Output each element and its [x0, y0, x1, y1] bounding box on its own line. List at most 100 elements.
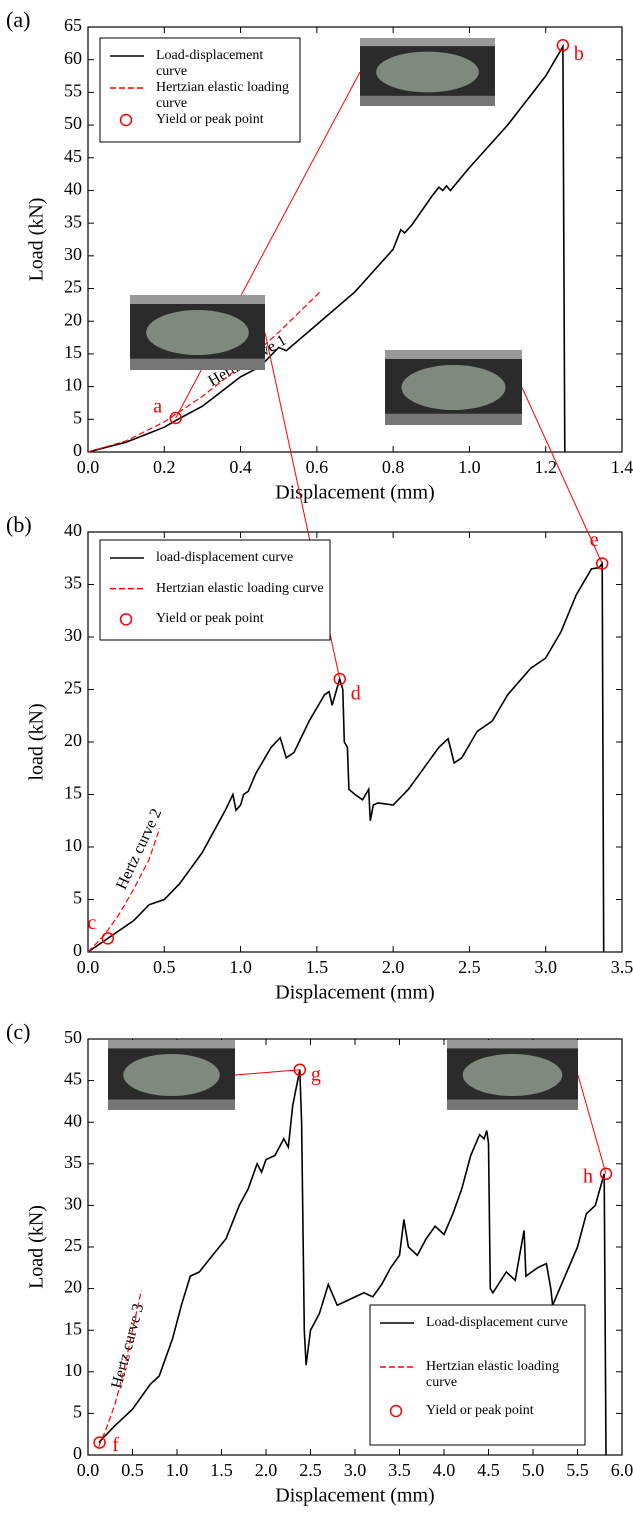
y-tick-label: 25	[64, 1235, 82, 1255]
photo-plate	[447, 1099, 578, 1110]
legend-item: load-displacement curve	[156, 550, 294, 565]
y-tick-label: 45	[64, 146, 82, 166]
hertz-curve	[98, 1290, 142, 1447]
x-tick-label: 1.0	[458, 457, 481, 477]
y-tick-label: 65	[64, 15, 82, 35]
y-tick-label: 40	[64, 179, 82, 199]
x-tick-label: 1.0	[229, 957, 252, 977]
x-axis-title: Displacement (mm)	[275, 1485, 434, 1507]
legend-label: Yield or peak point	[156, 112, 264, 127]
load-curve	[98, 1069, 607, 1456]
x-tick-label: 0.2	[153, 457, 176, 477]
y-axis-title: Load (kN)	[26, 1205, 48, 1289]
y-tick-label: 5	[73, 888, 82, 908]
x-tick-label: 5.5	[566, 1460, 589, 1480]
y-tick-label: 35	[64, 573, 82, 593]
legend-label: Yield or peak point	[156, 611, 264, 627]
x-tick-label: 3.0	[534, 957, 557, 977]
legend-box	[99, 539, 331, 641]
y-tick-label: 30	[64, 244, 82, 264]
point-label: h	[583, 1165, 593, 1187]
y-tick-label: 10	[64, 375, 82, 395]
legend-marker	[119, 613, 133, 626]
y-tick-label: 0	[73, 940, 82, 960]
hertz-annotation: Hertz curve 2	[113, 806, 165, 892]
y-tick-label: 25	[64, 277, 82, 297]
panel-label: (a)	[6, 7, 30, 32]
y-tick-label: 45	[64, 1069, 82, 1089]
specimen-photo	[130, 295, 265, 370]
x-tick-label: 2.0	[255, 1460, 278, 1480]
legend-item: Hertzian elastic loading curve	[156, 580, 324, 596]
legend-label: load-displacement curve	[156, 550, 294, 565]
legend-label: Yield or peak point	[426, 1403, 534, 1418]
point-label: f	[112, 1434, 119, 1456]
y-tick-label: 10	[64, 835, 82, 855]
photo-rock	[146, 310, 249, 355]
legend-label: Load-displacement curve	[426, 1315, 568, 1330]
y-tick-label: 5	[73, 1402, 82, 1422]
x-tick-label: 5.0	[522, 1460, 545, 1480]
photo-rock	[123, 1054, 220, 1096]
x-axis-title: Displacement (mm)	[275, 982, 434, 1004]
photo-rock	[376, 51, 479, 93]
x-tick-label: 0.4	[229, 457, 252, 477]
photo-plate	[385, 350, 522, 359]
photo-plate	[130, 358, 265, 370]
point-label: e	[590, 529, 599, 551]
photo-plate	[447, 1040, 578, 1049]
peak-point	[333, 672, 346, 686]
y-tick-label: 30	[64, 1194, 82, 1214]
x-tick-label: 0.0	[77, 1460, 100, 1480]
photo-plate	[385, 413, 522, 425]
y-tick-label: 10	[64, 1360, 82, 1380]
hertz-curve	[87, 827, 161, 953]
panel-label: (c)	[6, 1019, 30, 1044]
y-tick-label: 40	[64, 1110, 82, 1130]
x-tick-label: 2.5	[458, 957, 481, 977]
legend-box	[369, 1304, 586, 1446]
legend-item: Load-displacement curve	[426, 1315, 568, 1330]
y-axis-title: load (kN)	[26, 703, 48, 780]
load-curve	[87, 561, 605, 953]
photo-rock	[462, 1054, 563, 1096]
y-tick-label: 50	[64, 113, 82, 133]
x-tick-label: 3.0	[344, 1460, 367, 1480]
peak-point	[101, 932, 115, 945]
photo-plate	[360, 95, 495, 106]
legend-item: Hertzian elastic loading curve	[156, 80, 289, 111]
y-tick-label: 40	[64, 520, 82, 540]
peak-point	[599, 1167, 613, 1181]
panel-label: (b)	[6, 512, 32, 537]
y-tick-label: 0	[73, 440, 82, 460]
peak-point	[556, 39, 570, 52]
x-tick-label: 2.5	[299, 1460, 322, 1480]
peak-point	[595, 557, 609, 570]
point-label: c	[87, 912, 96, 934]
y-axis-title: Load (kN)	[26, 198, 48, 282]
x-tick-label: 1.2	[534, 457, 557, 477]
leader-line	[577, 1074, 607, 1174]
y-tick-label: 25	[64, 678, 82, 698]
leader-line	[234, 1069, 300, 1076]
specimen-photo	[385, 350, 522, 425]
y-tick-label: 50	[64, 1027, 82, 1047]
point-label: a	[153, 396, 162, 418]
y-tick-label: 15	[64, 783, 82, 803]
x-tick-label: 0.5	[121, 1460, 144, 1480]
x-tick-label: 6.0	[611, 1460, 633, 1480]
legend-item: Yield or peak point	[426, 1403, 534, 1418]
legend-label: Hertzian elastic loading curve	[156, 580, 324, 596]
photo-plate	[360, 38, 495, 47]
x-tick-label: 1.5	[306, 957, 329, 977]
x-tick-label: 0.6	[306, 457, 329, 477]
y-tick-label: 35	[64, 211, 82, 231]
hertz-annotation: Hertz curve 3	[108, 1302, 147, 1390]
x-tick-label: 3.5	[388, 1460, 411, 1480]
hertz-curve	[87, 290, 322, 453]
plot-frame	[87, 26, 623, 453]
x-axis-title: Displacement (mm)	[275, 482, 434, 504]
y-tick-label: 20	[64, 730, 82, 750]
point-label: b	[574, 43, 584, 65]
